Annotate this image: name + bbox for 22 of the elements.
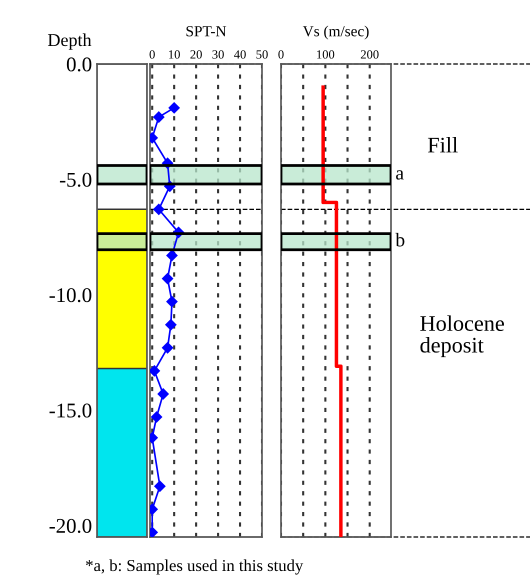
chart-title: Vs (m/sec) bbox=[302, 26, 369, 40]
y-tick-label: 0.0 bbox=[66, 57, 92, 72]
x-tick-label: 40 bbox=[234, 50, 246, 59]
x-tick-label: 50 bbox=[256, 50, 268, 59]
text: Fill bbox=[428, 136, 458, 152]
y-tick-label: -10.0 bbox=[50, 288, 92, 302]
x-tick-label: 10 bbox=[169, 50, 180, 59]
x-tick-label: 0 bbox=[278, 50, 284, 59]
text: *a, b: Samples used in this study bbox=[86, 559, 304, 575]
x-tick-label: 20 bbox=[190, 50, 202, 59]
x-tick-label: 30 bbox=[212, 50, 224, 59]
y-tick-label: -5.0 bbox=[60, 172, 92, 187]
x-tick-label: 100 bbox=[317, 50, 334, 59]
band-label: a bbox=[396, 170, 404, 180]
band-label: b bbox=[395, 232, 404, 247]
chart-title: SPT-N bbox=[186, 26, 226, 36]
y-axis-title: Depth bbox=[48, 33, 92, 50]
y-tick-label: -20.0 bbox=[50, 518, 92, 533]
y-tick-label: -15.0 bbox=[50, 403, 92, 418]
text: Holocene deposit bbox=[420, 315, 504, 358]
x-tick-label: 0 bbox=[150, 50, 155, 59]
x-tick-label: 200 bbox=[360, 50, 379, 59]
